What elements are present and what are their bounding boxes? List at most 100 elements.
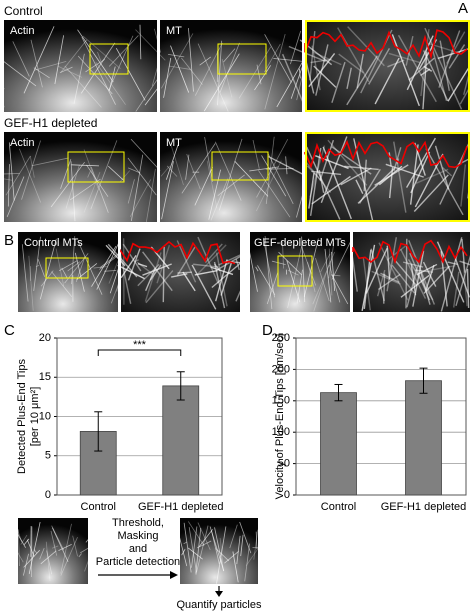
filament (329, 264, 341, 303)
x-tick-label: GEF-H1 depleted (138, 501, 224, 513)
image-label: MT (166, 25, 182, 37)
image-label: MT (166, 137, 182, 149)
filament (160, 165, 171, 177)
filament (447, 261, 458, 266)
micrograph (160, 132, 302, 222)
filament (55, 248, 65, 287)
filament (118, 246, 132, 304)
filament (305, 60, 315, 94)
filament (51, 545, 59, 549)
filament (219, 537, 224, 563)
filament (21, 140, 41, 200)
filament (39, 547, 45, 560)
filament (368, 48, 391, 85)
roi-box (89, 43, 129, 75)
filament (356, 53, 364, 89)
filament (182, 271, 196, 292)
y-tick-label: 50 (278, 458, 290, 470)
workflow-step: Threshold, (112, 517, 164, 529)
filament (127, 157, 157, 196)
cell-edge (304, 139, 468, 169)
filament (69, 178, 101, 201)
filament (409, 252, 431, 301)
filament (84, 530, 100, 572)
roi-box (67, 151, 125, 183)
filament (313, 65, 337, 88)
x-tick-label: Control (321, 501, 356, 513)
filament (239, 521, 252, 554)
filament (51, 525, 65, 551)
filament (122, 243, 142, 272)
filament (288, 269, 299, 276)
filament (85, 524, 101, 543)
filament (33, 549, 38, 554)
error-bar (94, 411, 103, 452)
filament (54, 35, 65, 85)
filament (13, 526, 26, 548)
arrow-head (215, 591, 223, 597)
filament (320, 136, 348, 204)
filament (170, 45, 190, 93)
filament (267, 153, 294, 205)
filament (448, 44, 466, 69)
filament (331, 251, 336, 291)
filament (322, 146, 352, 220)
filament (29, 155, 35, 178)
filament (208, 169, 221, 220)
filament (78, 553, 82, 558)
filament (197, 236, 219, 284)
filament (96, 238, 122, 290)
y-tick-label: 20 (39, 332, 51, 344)
filament (39, 238, 57, 300)
filament (252, 139, 260, 169)
filament (256, 138, 289, 198)
filament (46, 550, 53, 575)
filament (45, 541, 51, 581)
filament (255, 160, 282, 212)
filament (31, 157, 69, 167)
filament (461, 238, 466, 273)
cell-edge (352, 239, 468, 265)
filament (71, 236, 76, 285)
y-tick-label: 100 (272, 426, 290, 438)
error-bar (334, 383, 343, 402)
y-tick-label: 5 (45, 450, 51, 462)
filament (23, 549, 41, 568)
filament (58, 544, 72, 552)
filament (347, 26, 385, 67)
filament (346, 67, 352, 90)
filament (176, 246, 196, 276)
filament (195, 527, 202, 574)
filament (183, 541, 188, 545)
filament (422, 51, 428, 110)
filament (145, 267, 157, 291)
row-title: Control (4, 4, 43, 18)
filament (351, 255, 358, 292)
filament (80, 42, 116, 94)
filament (85, 58, 106, 73)
filament (108, 66, 116, 91)
filament (76, 263, 98, 280)
filament (308, 172, 315, 209)
filament (397, 34, 437, 103)
filament (83, 171, 101, 213)
filament (137, 263, 148, 268)
workflow-result: Quantify particles (177, 599, 262, 611)
filament (8, 142, 15, 201)
filament (223, 48, 236, 63)
filament (0, 173, 20, 175)
filament (423, 65, 433, 72)
roi-box (211, 151, 269, 181)
filament (245, 540, 264, 567)
filament (457, 155, 474, 166)
significance-label: *** (133, 339, 147, 351)
filament (127, 179, 135, 204)
filament (206, 160, 218, 209)
filament (378, 242, 409, 301)
filament (357, 167, 396, 204)
filament (423, 50, 449, 102)
filament (303, 238, 319, 298)
y-tick-label: 150 (272, 395, 290, 407)
filament (17, 529, 20, 567)
